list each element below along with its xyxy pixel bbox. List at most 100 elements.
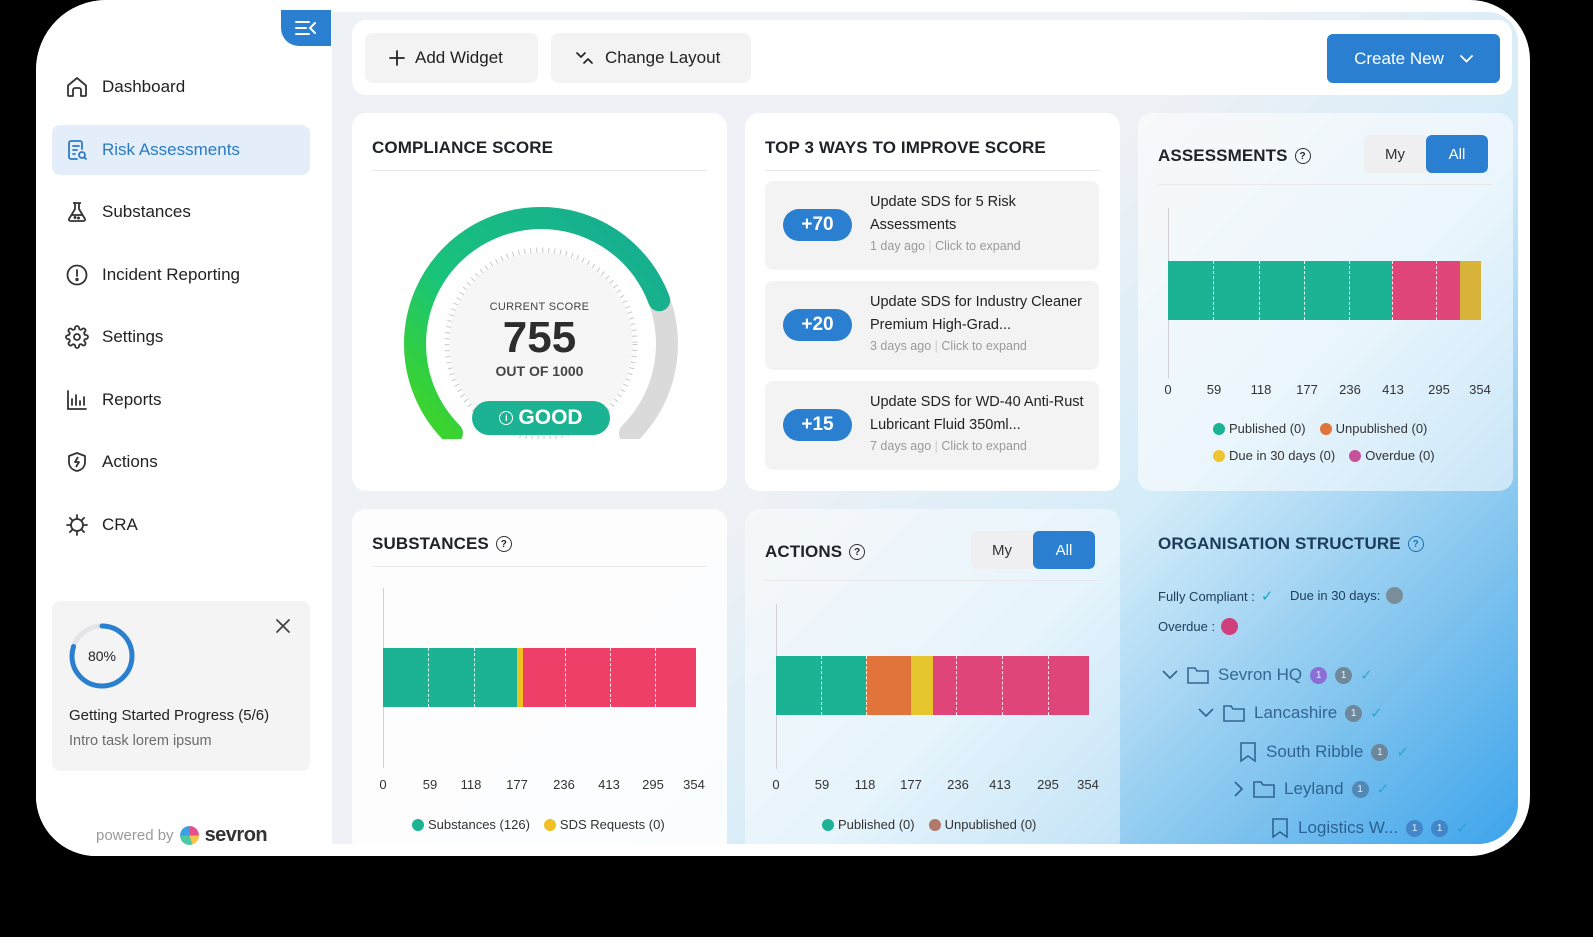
card-title: COMPLIANCE SCORE [372, 138, 554, 157]
card-title-label: SUBSTANCES [372, 534, 489, 553]
tree-node[interactable]: South Ribble 1 ✓ [1238, 741, 1409, 763]
app-window: Dashboard Risk Assessments Substances In… [36, 0, 1530, 856]
divider [765, 170, 1100, 171]
create-new-button[interactable]: Create New [1327, 34, 1500, 83]
tree-node-label: Lancashire [1254, 703, 1338, 722]
my-all-toggle: My All [971, 531, 1095, 569]
bar-chart-icon [67, 389, 87, 410]
expand-hint: Click to expand [941, 439, 1027, 453]
flask-icon [68, 202, 86, 222]
card-title: ASSESSMENTS ? [1158, 146, 1311, 166]
sidebar-item-reports[interactable]: Reports [52, 375, 310, 425]
close-icon[interactable] [274, 617, 292, 635]
toggle-my[interactable]: My [971, 531, 1033, 569]
sidebar-item-settings[interactable]: Settings [52, 312, 310, 362]
grey-dot-icon [1386, 587, 1404, 604]
sidebar-item-substances[interactable]: Substances [52, 187, 310, 237]
sidebar: Dashboard Risk Assessments Substances In… [36, 0, 332, 856]
add-widget-button[interactable]: Add Widget [365, 33, 538, 83]
folder-icon [1187, 667, 1209, 684]
tree-node-label: South Ribble [1266, 742, 1364, 761]
info-icon: i [499, 411, 514, 425]
folder-icon [1223, 705, 1245, 722]
check-icon: ✓ [1260, 588, 1274, 605]
help-icon[interactable]: ? [1407, 536, 1424, 552]
sidebar-item-actions[interactable]: Actions [52, 437, 310, 487]
getting-started-card[interactable]: 80% Getting Started Progress (5/6) Intro… [52, 601, 310, 771]
create-new-label: Create New [1354, 48, 1444, 68]
help-icon[interactable]: ? [849, 544, 866, 560]
bar-segment-published [1168, 261, 1392, 320]
sidebar-item-label: CRA [102, 514, 138, 534]
sidebar-item-label: Risk Assessments [102, 139, 240, 159]
sidebar-item-risk-assessments[interactable]: Risk Assessments [52, 124, 310, 175]
legend-label: Due in 30 days: [1290, 588, 1381, 603]
tree-node-label: Sevron HQ [1218, 665, 1303, 684]
toggle-all[interactable]: All [1426, 135, 1488, 173]
bookmark-icon [1240, 742, 1256, 763]
points-badge: +20 [783, 309, 852, 341]
improve-item[interactable]: +20 Update SDS for Industry Cleaner Prem… [765, 281, 1099, 370]
tree-node-label: Logistics W... [1298, 818, 1399, 837]
chart-legend: Substances (126) SDS Requests (0) [412, 817, 665, 832]
status-badge: i GOOD [472, 401, 610, 435]
sidebar-item-dashboard[interactable]: Dashboard [52, 62, 310, 112]
legend-item: Substances (126) [412, 817, 530, 832]
card-title-label: ASSESSMENTS [1158, 146, 1288, 165]
legend-item: Published (0) [1213, 421, 1306, 436]
sevron-logo-icon [179, 826, 199, 845]
progress-title: Getting Started Progress (5/6) [69, 707, 270, 724]
toolbar: Add Widget Change Layout [352, 20, 1512, 95]
sidebar-item-label: Actions [102, 452, 158, 471]
sidebar-item-label: Substances [102, 202, 191, 221]
home-icon [67, 77, 87, 97]
chart-legend: Published (0) Unpublished (0) [822, 817, 1036, 832]
improve-item-meta: 3 days ago | Click to expand [870, 339, 1027, 353]
substances-chart [383, 588, 697, 768]
progress-ring [69, 623, 135, 689]
count-badge: 1 [1371, 743, 1389, 761]
progress-percent: 80% [87, 648, 117, 664]
actions-card: ACTIONS ? My All 0 59 118 177 236 413 295 354 P… [745, 509, 1120, 854]
timestamp: 1 day ago [870, 239, 925, 253]
timestamp: 7 days ago [870, 439, 932, 453]
timestamp: 3 days ago [870, 339, 932, 353]
improve-item[interactable]: +70 Update SDS for 5 Risk Assessments 1 … [765, 181, 1099, 270]
plus-icon [389, 50, 405, 66]
chevron-down-icon [1162, 670, 1178, 680]
chevron-down-icon [1198, 708, 1214, 718]
bar-segment-sds-requests [517, 648, 523, 707]
sidebar-item-label: Reports [102, 389, 162, 409]
assessments-card: ASSESSMENTS ? My All 0 59 118 177 236 413 295 3… [1138, 113, 1513, 491]
collapse-sidebar-button[interactable] [281, 10, 331, 46]
legend-item: Unpublished (0) [1319, 421, 1427, 436]
change-layout-button[interactable]: Change Layout [551, 33, 751, 83]
legend-item: Due in 30 days (0) [1213, 448, 1335, 463]
divider [372, 566, 707, 567]
bar-segment-unpublished [866, 656, 911, 715]
card-title: TOP 3 WAYS TO IMPROVE SCORE [765, 138, 1046, 157]
improve-item[interactable]: +15 Update SDS for WD-40 Anti-Rust Lubri… [765, 381, 1099, 470]
substances-card: SUBSTANCES ? 0 59 118 177 236 413 295 354 Subst… [352, 509, 727, 854]
tree-node[interactable]: Leyland 1 ✓ [1234, 779, 1389, 799]
legend-item: Unpublished (0) [928, 817, 1036, 832]
add-widget-label: Add Widget [415, 48, 503, 67]
improve-item-title: Update SDS for 5 Risk Assessments [870, 194, 1016, 233]
sidebar-item-incident-reporting[interactable]: Incident Reporting [52, 250, 310, 300]
toggle-all[interactable]: All [1033, 531, 1095, 569]
tree-node[interactable]: Logistics W... 1 1 ✓ [1270, 817, 1469, 839]
tree-node[interactable]: Lancashire 1 ✓ [1198, 703, 1383, 723]
toggle-my[interactable]: My [1364, 135, 1426, 173]
powered-by: powered by sevron [96, 824, 268, 847]
card-title-label: ACTIONS [765, 542, 843, 561]
assessments-chart [1168, 208, 1482, 378]
tree-node[interactable]: Sevron HQ 1 1 ✓ [1162, 665, 1373, 685]
sidebar-item-cra[interactable]: CRA [52, 500, 310, 550]
points-badge: +15 [783, 409, 852, 441]
bar-segment-overdue [1392, 261, 1460, 320]
layout-toggle-icon [576, 52, 593, 64]
bar-segment-due [911, 656, 933, 715]
chevron-down-icon [1459, 54, 1473, 63]
help-icon[interactable]: ? [495, 536, 512, 552]
help-icon[interactable]: ? [1294, 148, 1311, 164]
